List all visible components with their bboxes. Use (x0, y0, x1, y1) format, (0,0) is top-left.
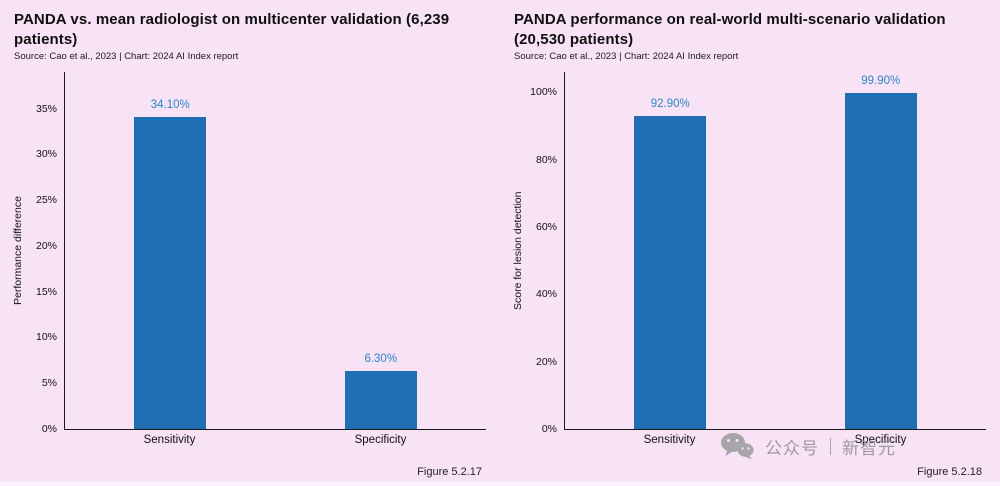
chart-source: Source: Cao et al., 2023 | Chart: 2024 A… (514, 51, 739, 62)
watermark-divider (830, 437, 831, 455)
bar-slot: 6.30% (276, 72, 487, 429)
bottom-strip (0, 482, 1000, 486)
y-tick-label: 5% (41, 377, 57, 390)
chart-panel-real-world: PANDA performance on real-world multi-sc… (508, 0, 994, 486)
bar-slot: 99.90% (776, 72, 987, 429)
y-tick-label: 30% (35, 148, 57, 161)
x-axis-labels: Sensitivity Specificity (64, 434, 486, 450)
y-tick-label: 35% (35, 102, 57, 115)
watermark: 公众号 新智元 (720, 432, 896, 460)
x-category-label: Specificity (354, 434, 407, 446)
watermark-brand-label: 新智元 (842, 438, 896, 458)
y-tick-label: 100% (530, 86, 557, 99)
y-tick-label: 60% (535, 220, 557, 233)
chart-source: Source: Cao et al., 2023 | Chart: 2024 A… (14, 51, 239, 62)
y-tick-label: 40% (535, 288, 557, 301)
chart-title: PANDA performance on real-world multi-sc… (514, 11, 946, 48)
figure-caption: Figure 5.2.18 (917, 466, 982, 478)
bar-slot: 92.90% (565, 72, 776, 429)
y-tick-label: 25% (35, 194, 57, 207)
x-category-label: Sensitivity (143, 434, 196, 446)
chart-title: PANDA vs. mean radiologist on multicente… (14, 11, 450, 48)
chart-panel-multicenter: PANDA vs. mean radiologist on multicente… (8, 0, 494, 486)
y-tick-label: 10% (35, 331, 57, 344)
y-tick-label: 80% (535, 153, 557, 166)
y-tick-label: 15% (35, 285, 57, 298)
y-axis-label: Performance difference (12, 196, 24, 306)
bar-value-label: 92.90% (650, 98, 690, 111)
y-tick-label: 20% (535, 355, 557, 368)
bar (344, 371, 417, 429)
bar-slot: 34.10% (65, 72, 276, 429)
wechat-icon (720, 432, 754, 460)
y-tick-label: 0% (41, 423, 57, 435)
bar (634, 116, 707, 429)
x-axis-labels: Sensitivity Specificity (564, 434, 986, 450)
x-category-label: Sensitivity (643, 434, 696, 446)
bar (844, 92, 917, 429)
figure-caption: Figure 5.2.17 (417, 466, 482, 478)
plot-area: 0% 5% 10% 15% 20% 25% 30% 35% 34.10% 6.30% (36, 72, 487, 435)
bar-value-label: 34.10% (150, 98, 190, 111)
x-category-label: Specificity (854, 434, 907, 446)
bar-value-label: 6.30% (364, 353, 398, 366)
plot-area: 0% 20% 40% 60% 80% 100% 92.90% 99.90% (530, 72, 987, 435)
bar (134, 116, 207, 429)
watermark-account-label: 公众号 (765, 438, 819, 458)
y-tick-label: 0% (541, 423, 557, 435)
y-axis-label: Score for lesion detection (512, 191, 524, 311)
bar-value-label: 99.90% (861, 74, 901, 87)
y-tick-label: 20% (35, 239, 57, 252)
